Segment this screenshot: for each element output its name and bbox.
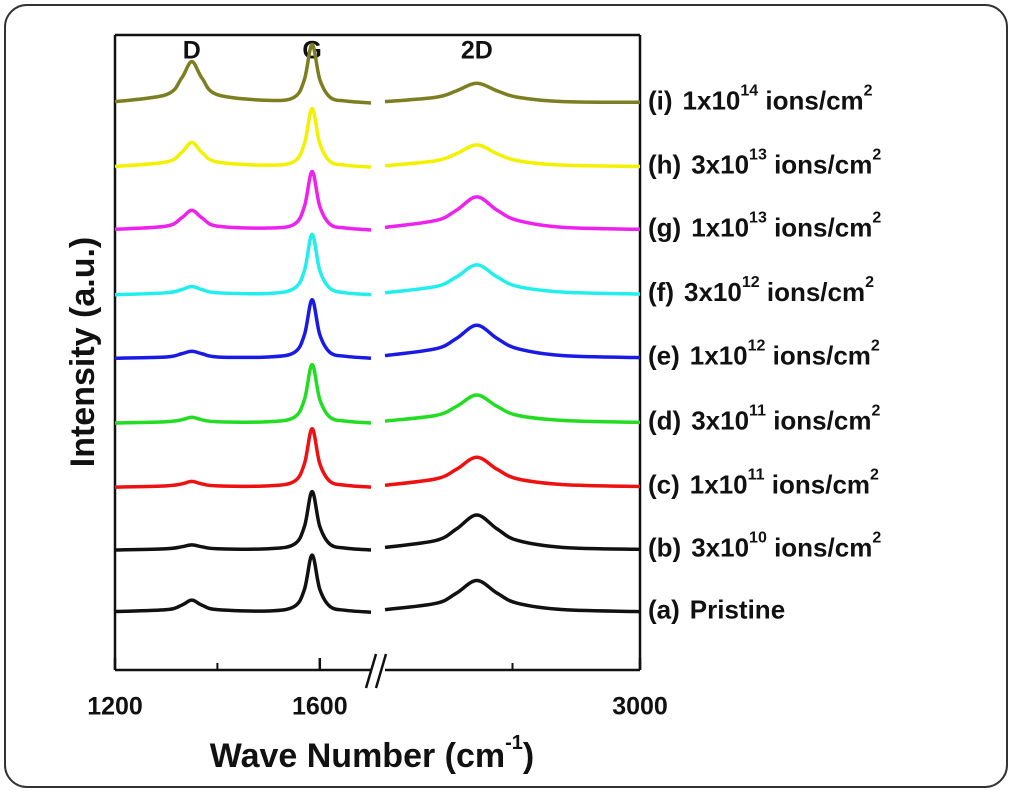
series-label-part: 2 [872, 210, 881, 227]
series-label-part: 1x10 [683, 85, 741, 115]
spectrum-line [384, 513, 641, 552]
series-label: (d) 3x1011 ions/cm2 [648, 403, 880, 436]
x-tick-label: 1200 [87, 693, 143, 721]
spectrum-line [384, 323, 641, 360]
series-label-part: 2 [864, 83, 873, 100]
spectrum-line [114, 42, 372, 105]
spectrum-line [114, 426, 372, 489]
spectrum-line [384, 263, 641, 296]
series-label-part: ions/cm [765, 340, 870, 370]
series-label-part: 10 [749, 530, 767, 547]
series-label-id: (d) [648, 405, 681, 435]
series-label: (f) 3x1012 ions/cm2 [648, 274, 874, 307]
plot-frame [113, 33, 642, 689]
series-label-part: ions/cm [767, 532, 872, 562]
series-label-part: ions/cm [765, 469, 870, 499]
series-label: (c) 1x1011 ions/cm2 [648, 467, 879, 500]
series-label: (e) 1x1012 ions/cm2 [648, 338, 880, 371]
spectrum-line [384, 578, 641, 614]
peak-annotation: G [302, 37, 321, 65]
series-label-part: 1x10 [690, 469, 748, 499]
spectrum-line [114, 553, 372, 614]
series-label-part: 2 [865, 274, 874, 291]
series-label-part: ions/cm [767, 149, 872, 179]
series-label-id: (e) [648, 340, 680, 370]
series-label-part: 2 [871, 403, 880, 420]
x-axis-label-part: -1 [505, 732, 523, 754]
series-label-id: (a) [648, 594, 680, 624]
series-label-part: 11 [749, 403, 766, 420]
spectrum-line [384, 455, 641, 489]
x-tick-label: 3000 [612, 693, 668, 721]
peak-annotation: 2D [461, 37, 493, 65]
spectrum-line [114, 106, 372, 169]
spectrum-line [114, 489, 372, 552]
series-label-id: (i) [648, 85, 673, 115]
series-label-id: (f) [648, 277, 674, 307]
series-label-id: (c) [648, 469, 680, 499]
spectrum-line [384, 195, 641, 232]
series-label-part: 3x10 [691, 532, 749, 562]
series-label-part: 13 [749, 147, 767, 164]
series-label: (a) Pristine [648, 594, 785, 624]
x-axis-label-part: ) [523, 737, 534, 775]
outer-frame [4, 4, 1008, 788]
series-label-part: ions/cm [760, 277, 865, 307]
series-label-part: 1x10 [690, 340, 748, 370]
series-label-part: ions/cm [767, 212, 872, 242]
axis-break-mark [374, 653, 388, 689]
spectrum-line [114, 169, 372, 232]
axis-break-mark [364, 653, 378, 689]
series-label-part: 11 [748, 467, 765, 484]
series-label-part: Pristine [690, 594, 785, 624]
series-label-part: 3x10 [691, 149, 749, 179]
series-label-part: 13 [749, 210, 767, 227]
spectrum-line [114, 232, 372, 297]
spectrum-line [384, 393, 641, 425]
spectrum-line [384, 143, 641, 169]
series-label-part: 2 [871, 338, 880, 355]
series-label-part: 3x10 [691, 405, 749, 435]
x-tick-label: 1600 [292, 693, 348, 721]
series-label-part: ions/cm [766, 405, 871, 435]
series-label-part: 3x10 [684, 277, 742, 307]
series-label-part: 2 [872, 530, 881, 547]
series-label-part: 12 [748, 338, 766, 355]
spectrum-line [114, 298, 372, 360]
y-axis-label: Intensity (a.u.) [64, 237, 102, 467]
series-label-part: 2 [872, 147, 881, 164]
series-label-id: (h) [648, 149, 681, 179]
series-label-part: ions/cm [758, 85, 863, 115]
series-label-part: 1x10 [691, 212, 749, 242]
series-label-part: 2 [870, 467, 879, 484]
x-axis-label-part: Wave Number (cm [210, 737, 505, 775]
series-label-id: (b) [648, 532, 681, 562]
series-label-part: 12 [742, 274, 760, 291]
series-label: (b) 3x1010 ions/cm2 [648, 530, 881, 563]
x-axis-label: Wave Number (cm-1) [210, 732, 535, 775]
series-label-id: (g) [648, 212, 681, 242]
series-label: (i) 1x1014 ions/cm2 [648, 83, 873, 116]
spectrum-line [384, 81, 641, 105]
spectrum-line [114, 362, 372, 425]
series-label: (h) 3x1013 ions/cm2 [648, 147, 881, 180]
series-label-part: 14 [740, 83, 758, 100]
series-label: (g) 1x1013 ions/cm2 [648, 210, 881, 243]
peak-annotation: D [183, 37, 201, 65]
